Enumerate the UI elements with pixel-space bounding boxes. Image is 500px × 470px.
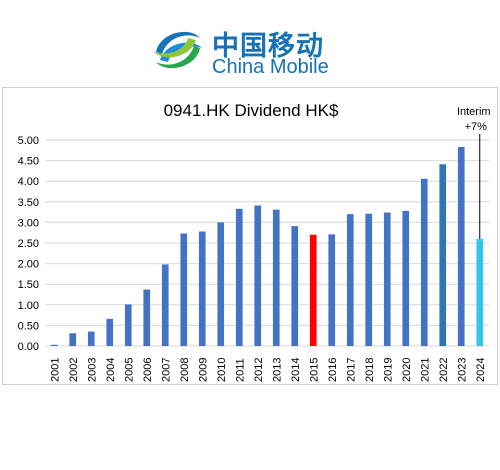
x-tick-label: 2019 — [382, 358, 394, 382]
bar-2018 — [365, 213, 373, 346]
x-tick-label: 2018 — [364, 358, 376, 382]
y-tick-label: 0.50 — [18, 320, 39, 332]
gridlines — [45, 139, 489, 347]
x-tick-label: 2005 — [123, 358, 135, 382]
y-tick-label: 4.50 — [18, 156, 39, 168]
x-tick-label: 2024 — [475, 358, 487, 382]
dividend-bar-chart: 0941.HK Dividend HK$ 0.00 0.50 1.00 1.50 2.0… — [18, 101, 491, 382]
bar-2002 — [69, 333, 77, 346]
annotation-percent-label: +7% — [465, 121, 488, 133]
y-tick-label: 3.00 — [18, 217, 39, 229]
interim-annotation: Interim +7% — [457, 106, 491, 239]
bars — [50, 147, 484, 346]
bar-2001 — [50, 344, 58, 346]
logo-english-text: China Mobile — [212, 56, 329, 78]
bar-2009 — [198, 231, 206, 346]
china-mobile-swirl-icon — [154, 31, 202, 69]
y-tick-label: 3.50 — [18, 197, 39, 209]
bar-2020 — [402, 210, 410, 346]
x-tick-label: 2017 — [345, 358, 357, 382]
bar-2022 — [439, 164, 447, 346]
y-tick-label: 0.00 — [18, 341, 39, 353]
bar-2003 — [87, 331, 95, 346]
bar-2004 — [106, 318, 114, 346]
y-tick-label: 1.50 — [18, 279, 39, 291]
x-tick-label: 2013 — [271, 358, 283, 382]
x-tick-label: 2020 — [401, 358, 413, 382]
x-tick-label: 2004 — [105, 358, 117, 382]
x-tick-label: 2023 — [456, 358, 468, 382]
chart-title: 0941.HK Dividend HK$ — [164, 101, 339, 120]
x-tick-label: 2008 — [179, 358, 191, 382]
chart-frame: 0941.HK Dividend HK$ 0.00 0.50 1.00 1.50 2.0… — [2, 87, 498, 385]
x-tick-label: 2006 — [142, 358, 154, 382]
x-tick-label: 2009 — [197, 358, 209, 382]
x-tick-label: 2022 — [438, 358, 450, 382]
bar-2013 — [272, 209, 280, 346]
annotation-interim-label: Interim — [457, 106, 491, 118]
bar-2023 — [457, 147, 465, 346]
bar-2008 — [180, 233, 188, 346]
x-tick-label: 2015 — [308, 358, 320, 382]
x-tick-label: 2014 — [290, 358, 302, 382]
bar-2014 — [291, 226, 299, 346]
bar-2024 — [476, 238, 484, 346]
china-mobile-logo: 中国移动 China Mobile — [150, 22, 340, 78]
x-axis-labels: 2001 2002 2003 2004 2005 2006 2007 2008 2009 2010… — [49, 358, 487, 382]
x-tick-label: 2007 — [160, 358, 172, 382]
x-tick-label: 2003 — [86, 358, 98, 382]
bar-2012 — [254, 205, 262, 346]
bar-2007 — [161, 264, 169, 346]
bar-2015 — [309, 234, 317, 346]
x-tick-label: 2011 — [234, 358, 246, 382]
y-tick-label: 4.00 — [18, 176, 39, 188]
bar-2006 — [143, 289, 151, 346]
bar-2005 — [124, 304, 132, 346]
y-tick-label: 2.50 — [18, 238, 39, 250]
x-tick-label: 2016 — [327, 358, 339, 382]
x-tick-label: 2001 — [49, 358, 61, 382]
y-tick-label: 2.00 — [18, 259, 39, 271]
x-tick-label: 2010 — [216, 358, 228, 382]
x-tick-label: 2012 — [253, 358, 265, 382]
logo-chinese-text: 中国移动 — [212, 31, 324, 61]
bar-2010 — [217, 222, 225, 346]
bar-2016 — [328, 234, 336, 346]
y-axis-labels: 0.00 0.50 1.00 1.50 2.00 2.50 3.00 3.50 4.00 4.50… — [18, 135, 39, 353]
y-tick-label: 5.00 — [18, 135, 39, 147]
y-tick-label: 1.00 — [18, 300, 39, 312]
bar-2011 — [235, 208, 243, 346]
bar-2019 — [383, 212, 391, 346]
x-tick-label: 2021 — [419, 358, 431, 382]
bar-2017 — [346, 214, 354, 346]
bar-2021 — [420, 178, 428, 346]
x-tick-label: 2002 — [68, 358, 80, 382]
